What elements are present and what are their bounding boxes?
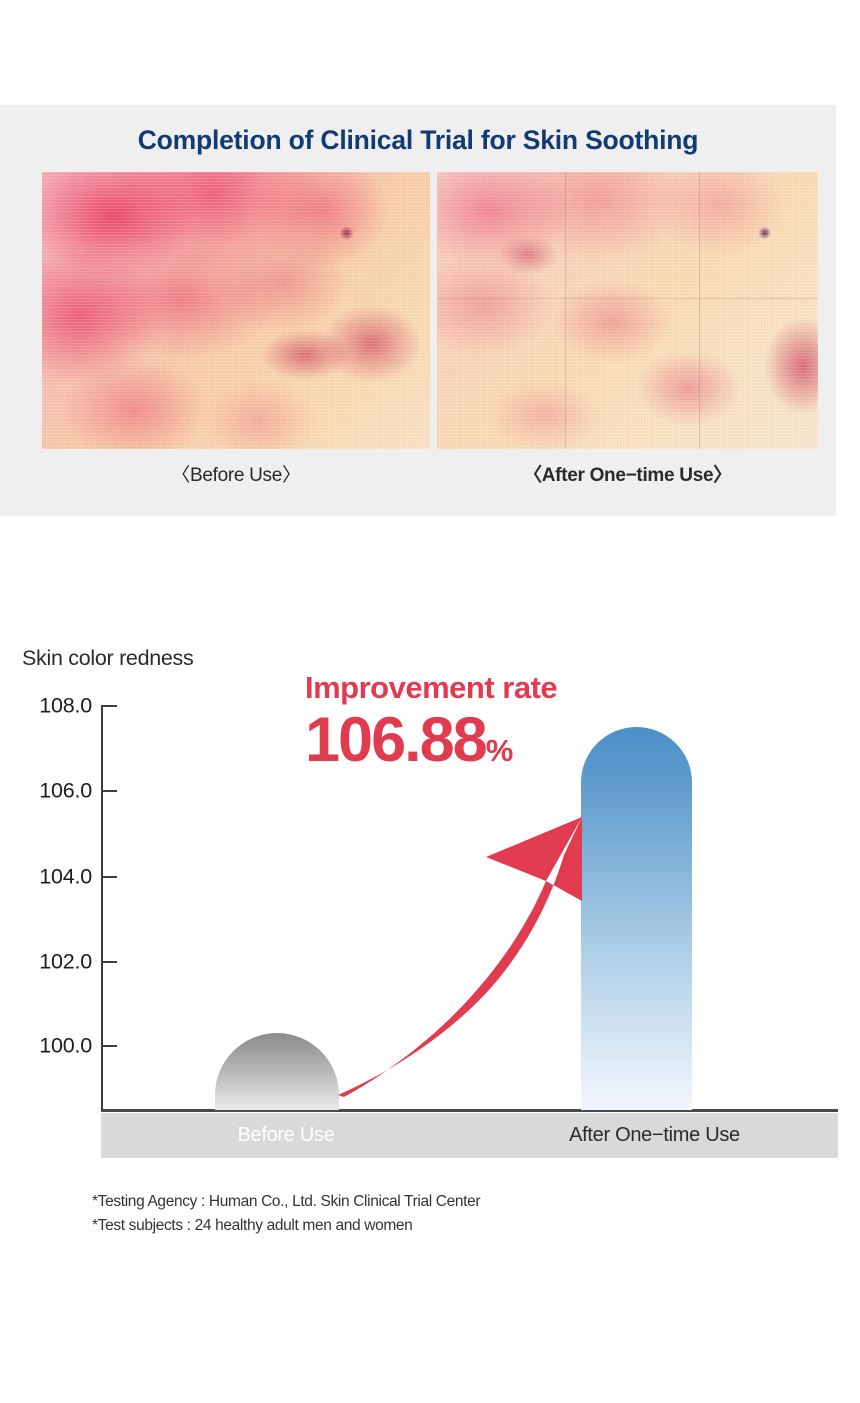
footnote-testing-agency: *Testing Agency : Human Co., Ltd. Skin C… [92,1193,481,1210]
improvement-rate-label: Improvement rate [305,670,558,705]
after-use-caption: 〈After One−time Use〉 [523,465,732,486]
y-tick-106 [101,790,117,792]
footnote-test-subjects: *Test subjects : 24 healthy adult men an… [92,1217,413,1235]
page-title: Completion of Clinical Trial for Skin So… [137,125,699,155]
improvement-rate-value-row: 106.88% [305,709,605,772]
y-tick-label-106: 106.0 [39,778,92,803]
photo-grain-overlay [437,172,818,449]
y-tick-104 [101,876,117,878]
x-axis-band: Before Use After One−time Use [101,1113,838,1158]
bar-after-one-time-use [581,727,692,1110]
improvement-rate-unit: % [485,733,514,768]
skin-texture-after [437,172,818,449]
photo-seam-line [565,172,566,449]
skin-texture-before [42,172,430,449]
improvement-arrow-icon [338,817,582,1097]
plot-area [101,705,838,1110]
photo-seam-line [437,298,818,299]
y-tick-100 [101,1045,117,1047]
x-axis-label-before-use: Before Use [237,1124,335,1146]
before-use-photo [42,172,430,449]
skin-redness-bar-chart: Skin color redness 108.0 106.0 104.0 102… [0,640,860,1260]
y-axis-title: Skin color redness [22,646,194,670]
y-tick-label-102: 102.0 [39,949,92,974]
clinical-trial-panel: Completion of Clinical Trial for Skin So… [0,105,836,516]
after-use-photo [437,172,818,449]
improvement-rate-value: 106.88 [305,705,488,775]
y-tick-label-104: 104.0 [39,864,92,889]
photo-grain-overlay [42,172,430,449]
y-axis-line [101,705,103,1110]
x-axis-line [101,1109,838,1112]
improvement-rate-callout: Improvement rate 106.88% [305,672,605,772]
y-tick-102 [101,961,117,963]
photo-seam-line [699,172,700,449]
y-tick-label-108: 108.0 [39,693,92,718]
y-tick-label-100: 100.0 [39,1033,92,1058]
before-use-caption: 〈Before Use〉 [171,465,301,486]
y-tick-108 [101,705,117,707]
x-axis-label-after-use: After One−time Use [569,1124,740,1146]
footnotes: *Testing Agency : Human Co., Ltd. Skin C… [92,1190,481,1238]
